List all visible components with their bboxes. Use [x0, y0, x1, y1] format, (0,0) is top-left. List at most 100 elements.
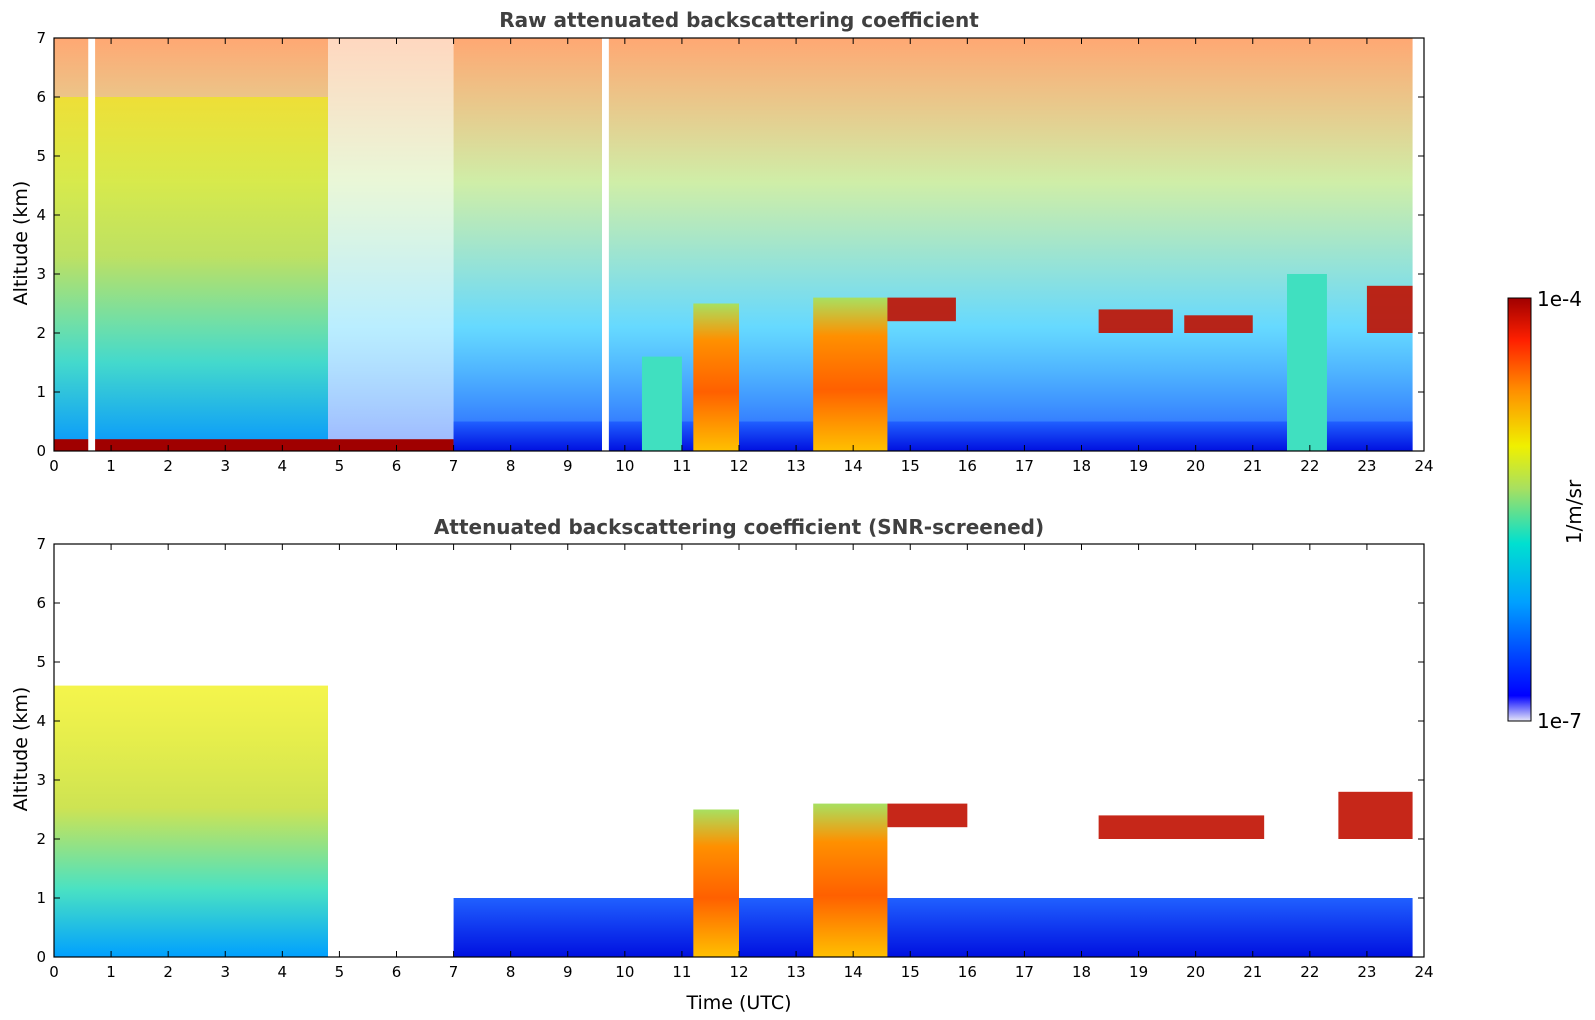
x-tick-label-17: 17 [1015, 963, 1034, 981]
x-tick-label-16: 16 [958, 963, 977, 981]
y-tick-label-2: 2 [36, 830, 46, 848]
x-tick-label-0: 0 [49, 457, 59, 475]
x-tick-label-11: 11 [672, 963, 691, 981]
x-tick-label-22: 22 [1300, 963, 1319, 981]
x-tick-label-7: 7 [449, 963, 459, 981]
x-tick-label-13: 13 [787, 457, 806, 475]
aerosol-plume-2 [641, 356, 682, 451]
x-tick-label-10: 10 [615, 457, 634, 475]
x-tick-label-1: 1 [106, 963, 116, 981]
bottom-panel-title: Attenuated backscattering coefficient (S… [434, 515, 1044, 539]
boundary-layer-1 [453, 421, 1413, 451]
y-tick-label-7: 7 [36, 535, 46, 553]
boundary-layer-1 [453, 898, 1413, 957]
morning-aerosol-region [54, 97, 328, 451]
cloud-layer-7 [1184, 315, 1253, 333]
x-tick-label-19: 19 [1129, 963, 1148, 981]
snr-screened-panel: 0 1 2 3 4 5 6 7 8 9 10 11 12 13 14 15 16 17 18 19 20 21 22 23 24… [36, 535, 1433, 981]
x-tick-label-20: 20 [1186, 963, 1205, 981]
x-tick-label-10: 10 [615, 963, 634, 981]
y-tick-label-4: 4 [36, 712, 46, 730]
x-tick-label-19: 19 [1129, 457, 1148, 475]
cloud-layer-6 [1098, 309, 1173, 333]
x-tick-label-23: 23 [1357, 963, 1376, 981]
x-tick-label-7: 7 [449, 457, 459, 475]
cloud-layer-5 [1098, 815, 1265, 839]
x-tick-label-15: 15 [901, 457, 920, 475]
x-tick-label-6: 6 [392, 963, 402, 981]
x-tick-label-17: 17 [1015, 457, 1034, 475]
bottom-ylabel: Altitude (km) [10, 687, 32, 812]
x-tick-label-21: 21 [1243, 963, 1262, 981]
y-tick-label-0: 0 [36, 948, 46, 966]
cloud-layer-5 [887, 297, 956, 322]
y-tick-label-1: 1 [36, 383, 46, 401]
snr-panel-ticks: 0 1 2 3 4 5 6 7 8 9 10 11 12 13 14 15 16 17 18 19 20 21 22 23 24… [36, 535, 1433, 981]
x-tick-label-3: 3 [220, 457, 230, 475]
y-tick-label-6: 6 [36, 88, 46, 106]
x-tick-label-9: 9 [563, 963, 573, 981]
top-panel-title: Raw attenuated backscattering coefficien… [499, 8, 979, 32]
cloud-layer-9 [1366, 285, 1413, 333]
x-tick-label-15: 15 [901, 963, 920, 981]
x-tick-label-14: 14 [844, 963, 863, 981]
cloud-layer-6 [1338, 791, 1413, 839]
y-tick-label-1: 1 [36, 889, 46, 907]
colorbar-unit-label: 1/m/sr [1562, 479, 1586, 544]
x-tick-label-16: 16 [958, 457, 977, 475]
x-tick-label-18: 18 [1072, 457, 1091, 475]
x-tick-label-20: 20 [1186, 457, 1205, 475]
x-tick-label-5: 5 [335, 963, 345, 981]
x-tick-label-4: 4 [278, 963, 288, 981]
data-gap-1 [602, 38, 609, 451]
x-tick-label-11: 11 [672, 457, 691, 475]
aerosol-plume-3 [693, 303, 739, 451]
x-tick-label-18: 18 [1072, 963, 1091, 981]
raw-backscatter-panel: 0 1 2 3 4 5 6 7 8 9 10 11 12 13 14 15 16 17 18 19 20 21 22 23 24… [36, 29, 1433, 475]
x-tick-label-24: 24 [1414, 457, 1433, 475]
low-signal-region [328, 38, 454, 451]
colorbar-gradient [1507, 297, 1532, 722]
colorbar: 1e-4 1e-7 1/m/sr [1507, 287, 1586, 733]
x-tick-label-12: 12 [729, 963, 748, 981]
y-tick-label-4: 4 [36, 206, 46, 224]
x-tick-label-4: 4 [278, 457, 288, 475]
x-tick-label-2: 2 [163, 963, 173, 981]
x-tick-label-21: 21 [1243, 457, 1262, 475]
y-tick-label-6: 6 [36, 594, 46, 612]
top-ylabel: Altitude (km) [10, 181, 32, 306]
x-tick-label-0: 0 [49, 963, 59, 981]
y-tick-label-5: 5 [36, 653, 46, 671]
aerosol-plume-4 [813, 297, 888, 451]
x-tick-label-22: 22 [1300, 457, 1319, 475]
aerosol-plume-3 [813, 803, 888, 957]
y-tick-label-2: 2 [36, 324, 46, 342]
y-tick-label-3: 3 [36, 771, 46, 789]
x-tick-label-6: 6 [392, 457, 402, 475]
raw-panel-ticks: 0 1 2 3 4 5 6 7 8 9 10 11 12 13 14 15 16 17 18 19 20 21 22 23 24… [36, 29, 1433, 475]
y-tick-label-0: 0 [36, 442, 46, 460]
x-tick-label-2: 2 [163, 457, 173, 475]
x-tick-label-12: 12 [729, 457, 748, 475]
snr-screened-heatmap [54, 685, 1413, 957]
x-tick-label-24: 24 [1414, 963, 1433, 981]
x-tick-label-3: 3 [220, 963, 230, 981]
x-tick-label-9: 9 [563, 457, 573, 475]
bottom-xlabel: Time (UTC) [685, 992, 791, 1014]
y-tick-label-3: 3 [36, 265, 46, 283]
y-tick-label-7: 7 [36, 29, 46, 47]
x-tick-label-8: 8 [506, 457, 516, 475]
cloud-layer-4 [887, 803, 968, 828]
x-tick-label-14: 14 [844, 457, 863, 475]
x-tick-label-23: 23 [1357, 457, 1376, 475]
aerosol-plume-2 [693, 809, 739, 957]
data-gap-0 [88, 38, 96, 451]
x-tick-label-13: 13 [787, 963, 806, 981]
x-tick-label-5: 5 [335, 457, 345, 475]
colorbar-min-label: 1e-7 [1537, 709, 1582, 733]
colorbar-max-label: 1e-4 [1537, 287, 1582, 311]
x-tick-label-1: 1 [106, 457, 116, 475]
y-tick-label-5: 5 [36, 147, 46, 165]
x-tick-label-8: 8 [506, 963, 516, 981]
